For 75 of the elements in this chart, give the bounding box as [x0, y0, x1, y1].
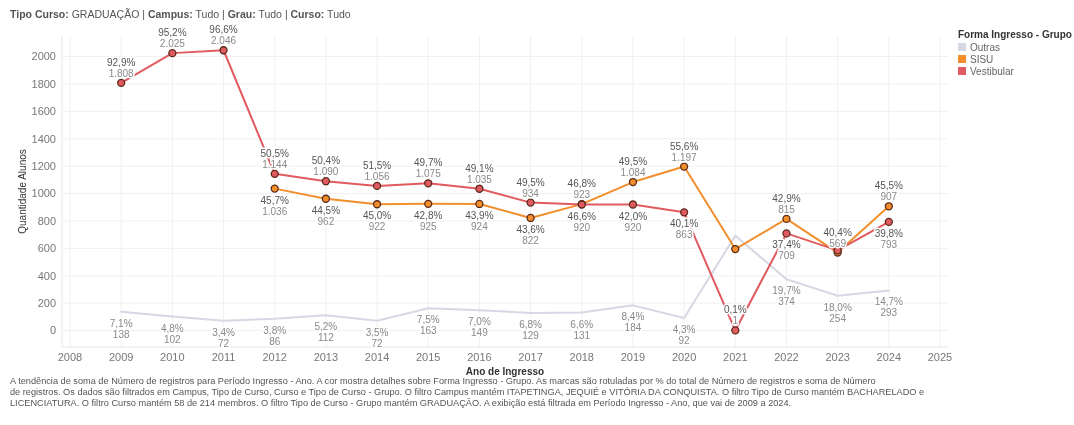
- x-tick-label: 2020: [671, 351, 697, 363]
- y-tick-label: 1000: [31, 187, 56, 200]
- text: A tendência de soma de Número de registros para Período Ingresso - Ano. A cor mostra detalhes sobre Forma Ingresso - Grupo. As marcas são rotuladas por % do total de Número de registros e soma de Número de registros. Os dados são filtrados em Campus, Tipo de Curso, Curso e Tipo de Curso - Grupo. O filtro Campus mantém ITAPETINGA, JEQUIÉ e VITÓRIA DA CONQUISTA. O filtro Tipo de Curso mantém BACHARELADO e LICENCIATURA. O filtro Curso mantém 58 de 214 membros. O filtro Tipo de Curso - Grupo mantém GRADUAÇÃO. A exibição está filtrada em Período Ingresso - Ano, que vai de 2009 a 2024.: [10, 376, 925, 408]
- x-tick-label: 2024: [876, 351, 902, 363]
- legend-title: Forma Ingresso - Grupo: [958, 29, 1072, 40]
- data-label: 18,0% 254: [823, 301, 852, 324]
- data-label: 92,9% 1.808: [107, 56, 136, 79]
- y-tick-label: 600: [37, 242, 56, 255]
- x-tick-label: 2012: [262, 351, 287, 363]
- data-label: 43,9% 924: [465, 209, 494, 232]
- y-tick-label: 400: [37, 269, 56, 282]
- legend-label: Outras: [970, 41, 1001, 53]
- x-tick-label: 2014: [364, 351, 390, 363]
- data-label: 3,4% 72: [212, 326, 236, 349]
- x-tick-label: 2017: [518, 351, 543, 363]
- legend-label: Vestibular: [970, 65, 1015, 77]
- x-tick-label: 2015: [415, 351, 441, 363]
- x-tick-label: 2019: [620, 351, 646, 363]
- legend-label: SISU: [970, 53, 994, 65]
- x-tick-label: 2013: [313, 351, 339, 363]
- x-axis-title: Ano de Ingresso: [465, 366, 545, 377]
- data-label: 45,0% 922: [362, 210, 392, 233]
- data-label: 7,5% 163: [416, 314, 440, 337]
- data-label: 42,9% 815: [772, 192, 801, 215]
- y-tick-label: 800: [37, 214, 56, 227]
- x-tick-label: 2008: [57, 351, 83, 363]
- data-label: 6,8% 129: [519, 318, 543, 341]
- data-label: 49,7% 1.075: [414, 157, 443, 180]
- data-label: 14,7% 293: [874, 296, 904, 319]
- x-tick-label: 2016: [467, 351, 492, 363]
- y-tick-label: 1400: [31, 132, 56, 145]
- chart-title: Tipo Curso: GRADUAÇÃO | Campus: Tudo | Grau: Tudo | Curso: Tudo: [10, 8, 351, 20]
- data-label: 4,3% 92: [672, 323, 696, 346]
- data-label: 50,4% 1.090: [311, 155, 341, 178]
- data-label: 42,0% 920: [618, 210, 648, 233]
- data-label: 3,8% 86: [263, 324, 287, 347]
- data-label: 6,6% 131: [570, 318, 594, 341]
- data-label: 96,6% 2.046: [209, 24, 238, 47]
- data-label: 42,8% 925: [414, 209, 443, 232]
- data-label: 8,4% 184: [621, 311, 645, 334]
- data-label: 45,7% 1.036: [260, 194, 289, 217]
- data-label: 51,5% 1.056: [362, 159, 392, 182]
- x-tick-label: 2022: [774, 351, 799, 363]
- data-label: 95,2% 2.025: [158, 27, 187, 50]
- data-label: 46,8% 923: [567, 178, 597, 201]
- data-label: 4,8% 102: [160, 322, 184, 345]
- x-tick-label: 2011: [211, 351, 236, 363]
- x-tick-label: 2009: [108, 351, 134, 363]
- data-label: 39,8% 793: [874, 227, 904, 250]
- data-label: 49,1% 1.035: [465, 162, 494, 185]
- y-tick-label: 1600: [31, 105, 56, 118]
- data-label: 7,0% 149: [468, 316, 491, 339]
- data-label: 3,5% 72: [365, 326, 389, 349]
- x-tick-label: 2023: [825, 351, 850, 363]
- data-label: 49,5% 1.084: [618, 156, 648, 179]
- y-tick-label: 200: [37, 297, 56, 310]
- x-tick-label: 2021: [723, 351, 748, 363]
- y-tick-label: 2000: [31, 50, 56, 63]
- data-label: 45,5% 907: [874, 180, 904, 203]
- y-tick-label: 0: [49, 324, 56, 337]
- y-axis-title: Quantidade Alunos: [17, 149, 28, 234]
- y-tick-label: 1200: [31, 160, 56, 172]
- data-label: 5,2% 112: [314, 321, 338, 344]
- data-label: 44,5% 962: [311, 204, 341, 227]
- data-label: 40,4% 569: [823, 226, 852, 249]
- x-tick-label: 2025: [927, 351, 953, 363]
- data-label: 55,6% 1.197: [669, 140, 699, 163]
- data-label: 7,1% 138: [109, 317, 133, 340]
- y-tick-label: 1800: [31, 77, 56, 90]
- x-tick-label: 2018: [569, 351, 595, 363]
- data-label: 43,6% 822: [516, 223, 545, 246]
- data-label: 46,6% 920: [567, 210, 597, 233]
- data-label: 19,7% 374: [772, 285, 801, 308]
- x-tick-label: 2010: [160, 351, 185, 363]
- data-label: 49,5% 934: [516, 176, 545, 199]
